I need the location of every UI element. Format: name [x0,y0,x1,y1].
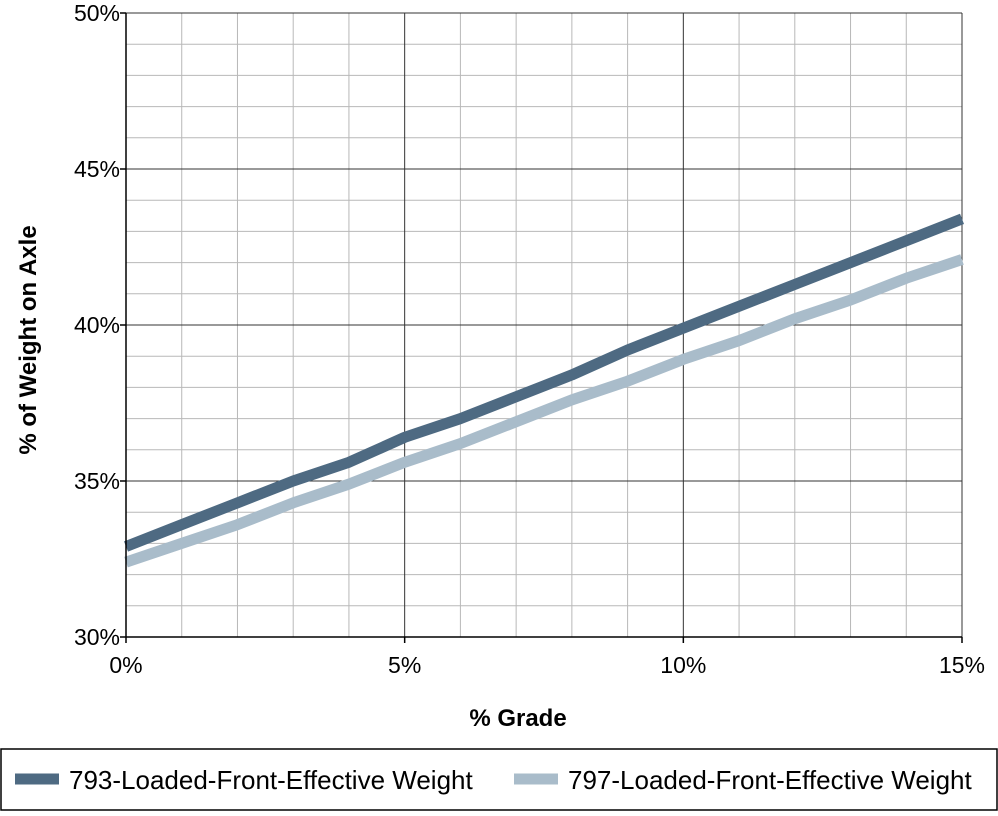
series-lines [123,213,965,568]
y-axis-title: % of Weight on Axle [15,225,42,454]
x-tick-label: 5% [388,652,421,678]
tick-labels: 30% 35% 40% 45% 50% 0% 5% 10% 15% [74,0,985,678]
legend-label-2: 797-Loaded-Front-Effective Weight [568,765,972,795]
series-line-1 [123,213,965,552]
legend: 793-Loaded-Front-Effective Weight 797-Loa… [0,748,998,811]
y-tick-label: 50% [74,0,120,26]
y-tick-label: 30% [74,624,120,650]
y-tick-label: 40% [74,312,120,338]
y-tick-label: 45% [74,156,120,182]
series-line-2 [124,254,964,568]
x-axis-title: % Grade [469,705,566,732]
y-tick-label: 35% [74,468,120,494]
grid [125,12,963,638]
legend-label-1: 793-Loaded-Front-Effective Weight [69,765,473,795]
axes [120,12,963,643]
legend-box [0,748,998,811]
x-tick-label: 15% [939,652,985,678]
x-tick-label: 10% [660,652,706,678]
x-tick-label: 0% [109,652,142,678]
